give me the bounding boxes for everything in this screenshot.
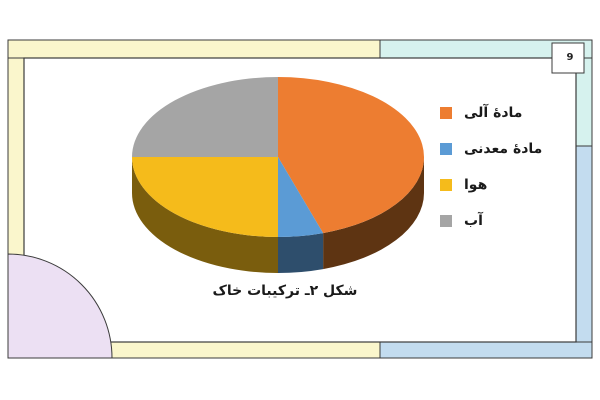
page-number: 9: [566, 52, 574, 63]
legend-swatch-air: [440, 179, 452, 191]
pie-slice-mineral-matter: [278, 157, 324, 237]
frame-right-blue-band: [575, 145, 593, 359]
legend-label-air: هوا: [464, 177, 488, 193]
legend-swatch-organic-matter: [440, 107, 452, 119]
pie-side-mineral-matter: [278, 233, 324, 273]
legend-item-organic-matter: مادهٔ آلی: [440, 103, 560, 123]
corner-quarter-circle: [7, 253, 113, 359]
legend-label-mineral-matter: مادهٔ معدنی: [464, 141, 543, 157]
pie-slice-water: [132, 77, 278, 157]
legend-item-water: آب: [440, 211, 560, 231]
legend-item-air: هوا: [440, 175, 560, 195]
pie-side-organic-matter: [323, 157, 425, 270]
legend-label-water: آب: [464, 213, 483, 229]
frame-top-beige-band: [7, 39, 381, 59]
legend-label-organic-matter: مادهٔ آلی: [464, 105, 523, 121]
pie-slice-air: [132, 157, 278, 237]
pie-slice-organic-matter: [278, 77, 424, 234]
page-number-box: [551, 42, 585, 74]
pie-chart: [132, 77, 425, 273]
frame-bottom-blue-band: [379, 341, 593, 359]
legend-item-mineral-matter: مادهٔ معدنی: [440, 139, 560, 159]
legend-swatch-mineral-matter: [440, 143, 452, 155]
legend-swatch-water: [440, 215, 452, 227]
chart-caption: شکل ۲ـ ترکیبات خاک: [212, 283, 358, 299]
pie-side-air: [132, 157, 278, 273]
